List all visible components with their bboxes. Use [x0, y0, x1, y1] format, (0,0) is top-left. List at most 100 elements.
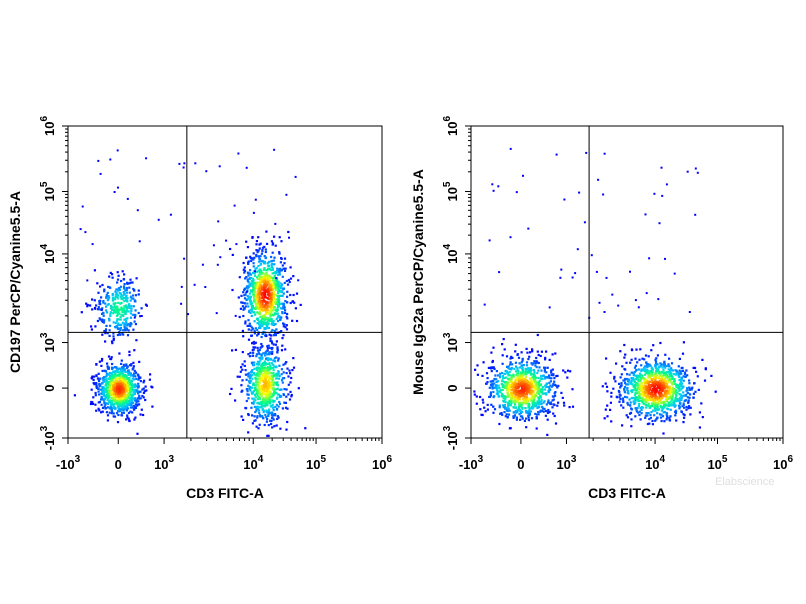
scatter-point — [266, 418, 269, 421]
scatter-point — [692, 392, 695, 395]
scatter-point — [257, 295, 261, 298]
scatter-point — [126, 305, 129, 308]
scatter-point — [276, 316, 279, 319]
scatter-point — [251, 397, 254, 400]
scatter-point — [266, 366, 269, 369]
scatter-point — [560, 391, 563, 394]
scatter-point — [267, 264, 270, 267]
scatter-point — [630, 371, 633, 374]
scatter-point — [121, 321, 124, 324]
scatter-point — [254, 399, 257, 402]
scatter-point — [514, 410, 517, 413]
scatter-point — [129, 393, 132, 396]
scatter-points — [73, 148, 307, 437]
scatter-point — [482, 401, 485, 404]
scatter-point — [116, 318, 119, 321]
scatter-point — [516, 399, 519, 403]
scatter-point — [105, 296, 108, 299]
scatter-point — [231, 253, 234, 256]
scatter-point — [659, 398, 662, 401]
scatter-point — [630, 377, 633, 380]
scatter-point — [618, 400, 621, 403]
scatter-point — [662, 405, 665, 408]
scatter-point — [280, 379, 284, 382]
scatter-point — [251, 282, 254, 285]
scatter-point — [517, 397, 520, 400]
scatter-point — [654, 380, 657, 383]
scatter-point — [503, 385, 506, 388]
scatter-point — [126, 402, 129, 405]
scatter-point — [273, 357, 276, 360]
scatter-point — [127, 310, 130, 313]
scatter-point — [254, 396, 257, 399]
scatter-point — [98, 317, 101, 320]
scatter-point — [641, 375, 644, 378]
scatter-point — [268, 393, 271, 396]
scatter-point — [267, 383, 270, 386]
scatter-point — [595, 270, 598, 273]
scatter-point — [100, 364, 103, 367]
scatter-point — [521, 387, 524, 390]
scatter-point — [247, 431, 250, 434]
scatter-point — [258, 373, 261, 376]
scatter-point — [262, 330, 265, 333]
scatter-point — [113, 415, 117, 418]
scatter-point — [123, 326, 126, 329]
scatter-point — [506, 381, 510, 384]
x-tick-label: 105 — [306, 454, 326, 472]
scatter-point — [663, 383, 666, 386]
scatter-point — [490, 370, 493, 373]
scatter-point — [529, 410, 532, 413]
scatter-point — [673, 405, 676, 408]
scatter-point — [269, 419, 272, 422]
scatter-point — [512, 416, 515, 419]
scatter-point — [243, 302, 246, 305]
scatter-point — [253, 415, 256, 418]
y-tick-label: 104 — [442, 243, 460, 263]
scatter-point — [117, 186, 119, 189]
scatter-point — [143, 379, 146, 382]
scatter-point — [244, 373, 247, 376]
scatter-point — [623, 389, 626, 392]
scatter-point — [115, 291, 118, 294]
scatter-point — [537, 397, 540, 400]
scatter-point — [615, 396, 619, 399]
scatter-point — [120, 314, 123, 317]
scatter-point — [243, 271, 246, 274]
scatter-point — [119, 316, 122, 319]
scatter-point — [116, 307, 119, 310]
scatter-point — [519, 390, 522, 393]
scatter-point — [564, 371, 567, 374]
scatter-point — [647, 371, 650, 374]
scatter-point — [635, 376, 638, 379]
scatter-point — [251, 422, 254, 425]
scatter-point — [658, 222, 661, 225]
scatter-point — [289, 277, 293, 280]
scatter-point — [640, 382, 643, 385]
scatter-point — [544, 356, 547, 359]
scatter-point — [628, 398, 631, 401]
scatter-point — [246, 286, 249, 289]
scatter-point — [537, 381, 540, 384]
scatter-point — [255, 384, 258, 387]
scatter-point — [125, 403, 129, 407]
scatter-point — [245, 166, 248, 169]
scatter-point — [681, 405, 684, 408]
scatter-point — [116, 386, 119, 389]
scatter-point — [270, 255, 273, 259]
scatter-point — [483, 406, 486, 409]
scatter-point — [528, 392, 531, 395]
scatter-point — [104, 369, 107, 373]
scatter-point — [654, 364, 657, 367]
scatter-point — [651, 423, 654, 426]
scatter-point — [258, 286, 261, 289]
scatter-point — [289, 390, 292, 393]
scatter-point — [660, 374, 664, 378]
scatter-point — [523, 395, 527, 398]
scatter-point — [669, 415, 672, 418]
scatter-point — [271, 278, 274, 281]
scatter-point — [255, 425, 258, 428]
scatter-point — [669, 400, 672, 403]
scatter-point — [496, 386, 499, 390]
scatter-point — [253, 274, 257, 277]
